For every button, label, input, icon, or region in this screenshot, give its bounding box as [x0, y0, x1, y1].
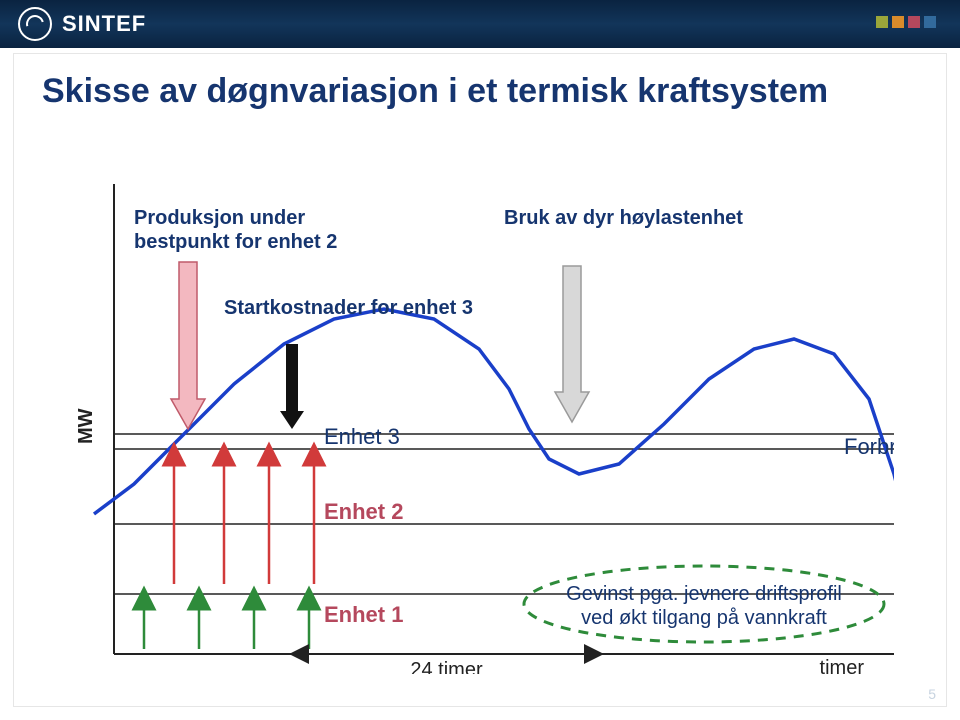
topbar: SINTEF [0, 0, 960, 48]
svg-text:Enhet 2: Enhet 2 [324, 499, 403, 524]
dot-4 [924, 16, 936, 28]
svg-text:Gevinst pga. jevnere driftspro: Gevinst pga. jevnere driftsprofil [566, 583, 842, 605]
dot-2 [892, 16, 904, 28]
svg-text:Enhet 1: Enhet 1 [324, 602, 403, 627]
brand-color-dots [876, 16, 936, 28]
brand-logo: SINTEF [18, 7, 146, 41]
dot-1 [876, 16, 888, 28]
chart-area: MW timer Enhet 3 Enhet 2 Enhet 1 Forbruk 24 ti… [74, 154, 894, 674]
chart-svg: MW timer Enhet 3 Enhet 2 Enhet 1 Forbruk 24 ti… [74, 154, 894, 674]
svg-text:timer: timer [820, 657, 865, 674]
svg-text:Startkostnader for enhet 3: Startkostnader for enhet 3 [224, 297, 473, 319]
brand-name: SINTEF [62, 11, 146, 37]
logo-mark-icon [18, 7, 52, 41]
svg-text:Forbruk: Forbruk [844, 434, 894, 459]
svg-text:bestpunkt for enhet 2: bestpunkt for enhet 2 [134, 231, 337, 253]
svg-text:Produksjon under: Produksjon under [134, 207, 305, 229]
svg-text:24 timer: 24 timer [410, 659, 483, 674]
dot-3 [908, 16, 920, 28]
slide-content: Skisse av døgnvariasjon i et termisk kra… [14, 54, 946, 706]
svg-text:Enhet 3: Enhet 3 [324, 424, 400, 449]
svg-text:Bruk av dyr høylastenhet: Bruk av dyr høylastenhet [504, 207, 743, 229]
svg-text:MW: MW [75, 408, 97, 444]
slide-title: Skisse av døgnvariasjon i et termisk kra… [42, 72, 828, 111]
svg-text:ved økt tilgang på vannkraft: ved økt tilgang på vannkraft [581, 607, 827, 629]
page-number: 5 [928, 686, 936, 702]
